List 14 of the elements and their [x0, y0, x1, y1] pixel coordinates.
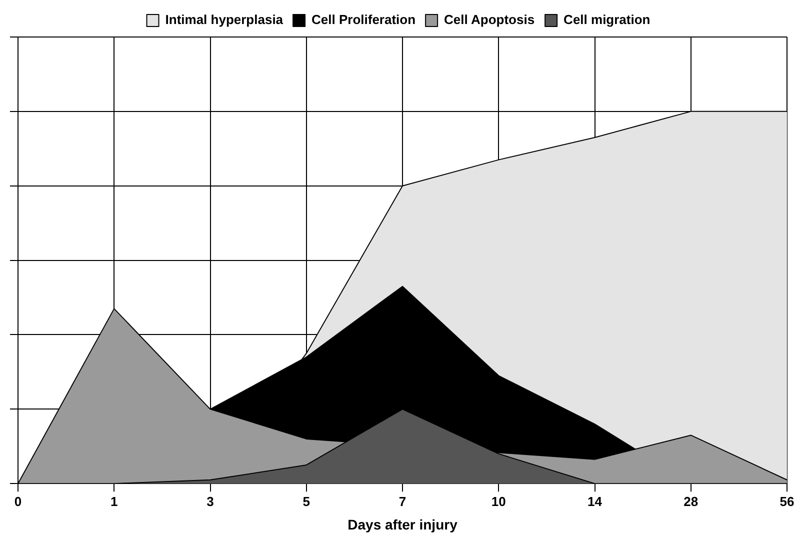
x-tick-label: 10 — [491, 494, 506, 509]
x-tick-label: 7 — [398, 494, 406, 509]
x-tick-label: 28 — [684, 494, 698, 509]
x-tick-label: 5 — [302, 494, 310, 509]
legend-label: Intimal hyperplasia — [165, 12, 284, 28]
x-tick-label: 56 — [780, 494, 794, 509]
x-tick-label: 3 — [206, 494, 214, 509]
x-tick-label: 14 — [588, 494, 603, 509]
legend-label: Cell Apoptosis — [444, 12, 535, 28]
x-tick-label: 1 — [110, 494, 118, 509]
legend-label: Cell migration — [564, 12, 650, 28]
x-axis-title: Days after injury — [348, 516, 458, 532]
legend-label: Cell Proliferation — [312, 12, 416, 28]
x-tick-label: 0 — [14, 494, 22, 509]
